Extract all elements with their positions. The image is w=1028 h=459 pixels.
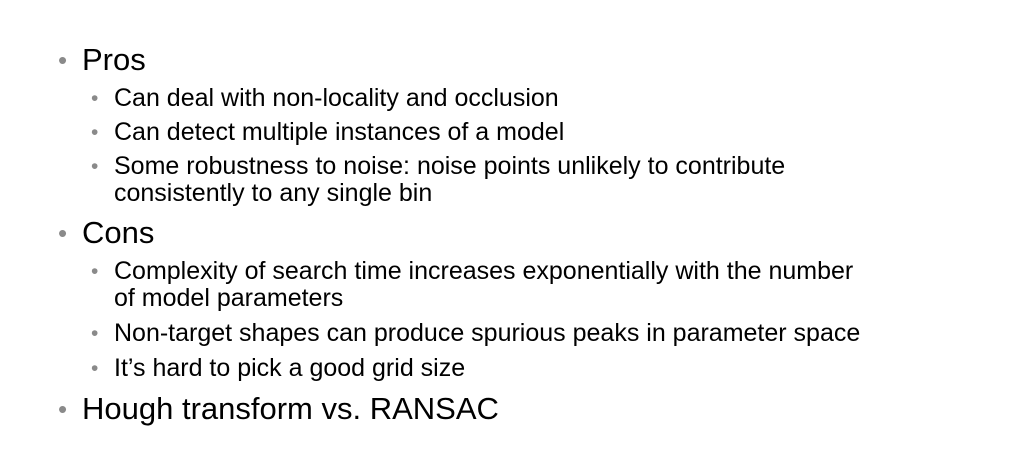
bullet-pros: • Pros	[0, 40, 1028, 80]
heading-cons: Cons	[82, 215, 155, 250]
bullet-hough-vs-ransac: • Hough transform vs. RANSAC	[0, 389, 1028, 429]
bullet-dot-icon: •	[58, 394, 68, 424]
cons-item-text: Complexity of search time increases expo…	[114, 257, 854, 285]
bullet-cons: • Cons	[0, 213, 1028, 253]
pros-item-text: Some robustness to noise: noise points u…	[114, 152, 786, 180]
cons-item-text: of model parameters	[114, 284, 344, 312]
pros-item-text: Can detect multiple instances of a model	[114, 118, 565, 146]
heading-pros: Pros	[82, 42, 146, 77]
bullet-dot-icon: •	[91, 322, 99, 345]
pros-item-text: Can deal with non-locality and occlusion	[114, 84, 559, 112]
heading-hough-vs-ransac: Hough transform vs. RANSAC	[82, 391, 499, 426]
bullet-dot-icon: •	[91, 357, 99, 380]
bullet-dot-icon: •	[91, 121, 99, 144]
bullet-dot-icon: •	[91, 260, 99, 283]
bullet-dot-icon: •	[58, 45, 68, 75]
cons-item-text: It’s hard to pick a good grid size	[114, 354, 466, 382]
bullet-dot-icon: •	[91, 155, 99, 178]
cons-item-text: Non-target shapes can produce spurious p…	[114, 319, 861, 347]
bullet-dot-icon: •	[58, 218, 68, 248]
bullet-dot-icon: •	[91, 87, 99, 110]
pros-item-text: consistently to any single bin	[114, 179, 433, 207]
